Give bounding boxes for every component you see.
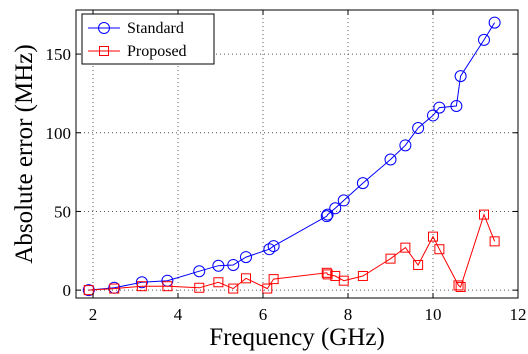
proposed-point [262,283,273,294]
proposed-point [428,231,438,242]
x-tick-label: 4 [174,305,183,324]
axis-ticks: 2 4 6 8 10 12 0 50 100 150 [46,10,527,324]
standard-point [320,210,333,223]
y-tick-label: 150 [46,45,72,64]
standard-point [454,70,467,83]
standard-point [267,240,280,253]
proposed-point [322,269,333,280]
proposed-point [136,281,147,292]
standard-point [450,100,463,112]
proposed-line [88,213,496,291]
proposed-point [357,270,368,281]
standard-point [488,16,501,29]
proposed-point [453,280,464,291]
proposed-point [228,283,239,294]
legend-marker-proposed [99,46,109,56]
x-tick-label: 2 [89,305,98,324]
standard-point [135,276,148,289]
proposed-point [455,281,466,292]
series-proposed [83,209,500,296]
standard-point [337,194,350,207]
x-axis-label: Frequency (GHz) [209,324,385,351]
standard-point [399,139,412,152]
standard-point [384,153,397,166]
proposed-point [400,242,411,253]
proposed-point [413,259,424,270]
legend-marker-standard [98,22,110,34]
y-tick-label: 100 [46,124,72,143]
proposed-point [489,236,500,247]
y-tick-label: 0 [63,281,72,300]
standard-point [433,101,446,114]
standard-point [240,251,252,264]
proposed-point [194,282,205,293]
proposed-point [479,209,489,220]
x-tick-label: 10 [425,305,442,324]
proposed-point [241,273,251,284]
standard-point [321,208,334,221]
x-tick-label: 6 [259,305,268,324]
standard-point [227,258,240,271]
proposed-point [109,283,120,294]
proposed-point [268,274,279,285]
series-layer [82,16,501,297]
proposed-point [434,244,445,255]
standard-point [478,33,490,46]
legend-label-standard: Standard [127,20,184,37]
plot-frame [75,9,519,299]
standard-point [412,122,425,135]
legend-label-proposed: Proposed [127,43,187,60]
proposed-point [385,253,396,264]
standard-point [427,109,439,122]
proposed-point [83,285,94,296]
y-tick-label: 50 [54,202,71,221]
x-tick-label: 8 [344,305,353,324]
standard-point [329,202,342,215]
proposed-point [162,281,173,292]
standard-point [212,259,225,272]
proposed-point [338,275,349,286]
standard-point [263,243,276,256]
series-standard [82,16,501,297]
legend: Standard Proposed [81,13,215,65]
standard-point [356,177,369,190]
y-axis-label: Absolute error (MHz) [11,44,38,263]
standard-point [193,265,206,278]
proposed-point [213,277,224,288]
x-tick-label: 12 [510,305,527,324]
